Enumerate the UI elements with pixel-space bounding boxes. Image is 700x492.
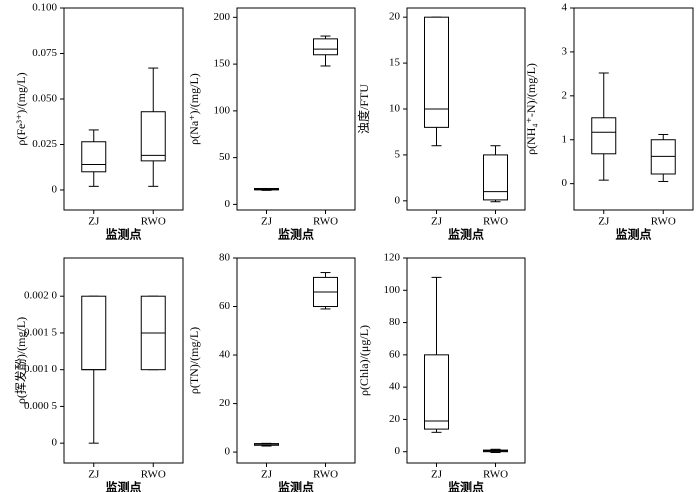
plot-frame	[63, 7, 184, 211]
x-axis-label: 监测点	[278, 227, 314, 242]
box	[313, 38, 338, 56]
y-tick-label: 1	[562, 133, 568, 145]
box	[81, 295, 107, 371]
box	[424, 16, 449, 128]
x-tick-label: RWO	[141, 216, 166, 228]
x-axis-label: 监测点	[448, 480, 484, 492]
y-tick-label: 20	[389, 413, 401, 425]
y-tick-label: 0.025	[32, 138, 57, 150]
y-axis-label: ρ(NH₄⁺-N)/(mg/L)	[524, 63, 538, 155]
box	[424, 354, 449, 430]
y-tick-label: 60	[389, 348, 401, 360]
x-tick-label: ZJ	[261, 469, 273, 481]
y-tick-label: 120	[384, 252, 401, 264]
y-axis-label: ρ(Fe³⁺)/(mg/L)	[14, 72, 28, 145]
plot-frame	[236, 257, 356, 464]
x-tick-label: ZJ	[431, 216, 443, 228]
box	[140, 111, 166, 162]
y-tick-label: 150	[214, 58, 231, 70]
y-tick-label: 20	[219, 397, 231, 409]
y-tick-label: 0	[52, 184, 58, 196]
x-tick-label: RWO	[313, 216, 338, 228]
y-tick-label: 0.001 0	[24, 363, 58, 375]
y-tick-label: 3	[562, 45, 568, 57]
y-tick-label: 0	[225, 446, 231, 458]
y-tick-label: 80	[219, 252, 231, 264]
y-tick-label: 4	[562, 2, 568, 14]
y-tick-label: 0	[52, 437, 58, 449]
y-tick-label: 20	[389, 11, 401, 23]
y-tick-label: 0.002 0	[24, 290, 58, 302]
y-tick-label: 40	[389, 381, 401, 393]
y-tick-label: 10	[389, 103, 401, 115]
y-tick-label: 100	[214, 104, 231, 116]
x-axis-label: 监测点	[615, 227, 651, 242]
x-tick-label: RWO	[651, 216, 676, 228]
x-tick-label: ZJ	[88, 216, 100, 228]
box	[483, 154, 508, 201]
y-tick-label: 0	[395, 194, 401, 206]
plot-frame	[406, 257, 526, 464]
x-tick-label: RWO	[313, 469, 338, 481]
y-tick-label: 0.100	[32, 2, 57, 14]
x-axis-label: 监测点	[448, 227, 484, 242]
plot-frame	[236, 7, 356, 211]
x-tick-label: RWO	[483, 216, 508, 228]
y-tick-label: 5	[395, 148, 401, 160]
y-tick-label: 60	[219, 300, 231, 312]
y-tick-label: 0.075	[32, 47, 57, 59]
x-axis-label: 监测点	[105, 227, 141, 242]
y-tick-label: 0.001 5	[24, 326, 58, 338]
y-tick-label: 0.000 5	[24, 400, 58, 412]
x-tick-label: ZJ	[88, 469, 100, 481]
x-tick-label: ZJ	[598, 216, 610, 228]
box	[81, 141, 107, 173]
x-tick-label: ZJ	[261, 216, 273, 228]
y-tick-label: 2	[562, 89, 568, 101]
plot-frame	[63, 257, 184, 464]
plot-frame	[573, 7, 694, 211]
y-tick-label: 50	[219, 151, 231, 163]
y-tick-label: 40	[219, 349, 231, 361]
x-axis-label: 监测点	[278, 480, 314, 492]
y-tick-label: 0.050	[32, 93, 57, 105]
x-tick-label: RWO	[483, 469, 508, 481]
x-tick-label: ZJ	[431, 469, 443, 481]
y-tick-label: 0	[395, 445, 401, 457]
y-tick-label: 200	[214, 11, 231, 23]
y-axis-label: ρ(TN)/(mg/L)	[187, 327, 201, 394]
y-tick-label: 15	[389, 57, 401, 69]
x-axis-label: 监测点	[105, 480, 141, 492]
y-axis-label: ρ(挥发酚)/(mg/L)	[13, 317, 28, 404]
y-axis-label: ρ(Na⁺)/(mg/L)	[187, 73, 201, 145]
y-tick-label: 100	[384, 284, 401, 296]
y-axis-label: ρ(Chla)/(μg/L)	[357, 325, 371, 396]
box	[591, 117, 617, 155]
y-axis-label: 浊度/FTU	[356, 84, 371, 134]
y-tick-label: 0	[562, 177, 568, 189]
y-tick-label: 80	[389, 316, 401, 328]
y-tick-label: 0	[225, 198, 231, 210]
x-tick-label: RWO	[141, 469, 166, 481]
